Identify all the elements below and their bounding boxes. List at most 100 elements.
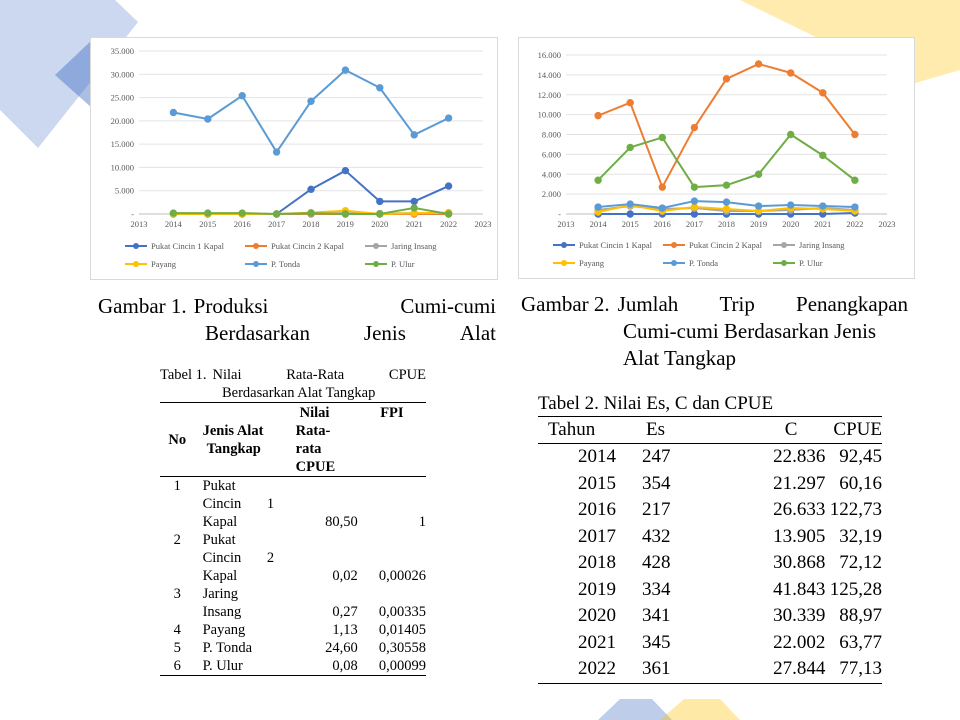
table2-cell-c: 22.836 (773, 446, 826, 468)
legend-label: P. Ulur (391, 259, 415, 269)
data-point (658, 133, 667, 142)
data-point (787, 201, 795, 209)
legend-label: Payang (151, 259, 177, 269)
chart-jumlah-trip-svg: - 2.000 4.000 6.000 8.000 10.000 12.000 14.000 1… (538, 50, 896, 268)
legend-label: Pukat Cincin 2 Kapal (689, 240, 763, 250)
y-tick-label: 25.000 (111, 93, 134, 103)
data-point (787, 130, 795, 139)
table2-row: 2018 428 30.868 72,12 (538, 550, 882, 577)
table2-cell-c: 27.844 (773, 658, 826, 680)
data-point (690, 197, 699, 205)
table2: Tabel 2. Nilai Es, C dan CPUE Tahun Es C… (538, 391, 882, 684)
data-point (204, 115, 212, 123)
table1-cell-no: 1 (173, 478, 181, 494)
table1-caption-word: Nilai (212, 367, 242, 383)
table1-cell-fpi: 0,01405 (378, 622, 426, 638)
table1-cell-nilai: 1,13 (332, 622, 358, 638)
y-tick-label: 8.000 (542, 130, 561, 140)
data-point (626, 98, 634, 107)
table1-cell-jenis: Pukat Cincin 2 Kapal (195, 531, 296, 585)
y-tick-label: 12.000 (538, 90, 561, 100)
table2-cell-cpue: 72,12 (839, 552, 882, 574)
table1-cell-jenis-line: Cincin 1 (202, 496, 275, 512)
legend-marker (671, 242, 677, 248)
table1-cell-jenis: Jaring Insang (195, 585, 296, 621)
x-tick-label: 2013 (558, 219, 575, 229)
chart-produksi: - 5.000 10.000 15.000 20.000 25.000 30.000 35.0… (90, 37, 498, 280)
table2-cell-es: 345 (642, 631, 671, 653)
y-tick-label: - (131, 209, 134, 219)
figure2-caption-line2: Cumi-cumi Berdasarkan Jenis (623, 319, 877, 343)
data-point (272, 210, 281, 218)
legend-label: Payang (579, 258, 605, 268)
table2-cell-tahun: 2017 (578, 525, 617, 547)
table2-cell-es: 217 (642, 499, 671, 521)
data-point (272, 148, 281, 156)
x-tick-label: 2021 (406, 219, 423, 229)
figure1-caption-word: Alat (459, 321, 496, 345)
table2-cell-tahun: 2014 (578, 446, 617, 468)
data-point (851, 130, 859, 139)
y-tick-label: 14.000 (538, 70, 561, 80)
table1-row: 3 Jaring Insang 0,27 0,00335 (160, 585, 426, 621)
data-point (376, 84, 384, 92)
table2-cell-es: 354 (642, 472, 671, 494)
table1-cell-jenis-line: Jaring (202, 586, 239, 602)
table2-header-cpue: CPUE (833, 419, 882, 440)
figure2-caption: Gambar 2. Jumlah Trip Penangkapan Cumi-c… (521, 291, 908, 372)
y-tick-label: - (558, 209, 561, 219)
table2-row: 2015 354 21.297 60,16 (538, 471, 882, 498)
deco-blue-top-left-dark (55, 40, 92, 108)
data-point (376, 197, 384, 206)
x-tick-label: 2020 (371, 219, 388, 229)
figure2-caption-line3: Alat Tangkap (623, 346, 737, 370)
table1-row: 5 P. Tonda 24,60 0,30558 (160, 639, 426, 657)
chart-jumlah-trip: - 2.000 4.000 6.000 8.000 10.000 12.000 14.000 1… (518, 37, 915, 279)
table1-cell-fpi: 0,00099 (378, 658, 426, 674)
y-tick-label: 10.000 (111, 162, 134, 172)
data-point (722, 75, 731, 83)
table1-header-row: No Jenis Alat Tangkap Nilai Rata- rata C… (160, 403, 426, 477)
legend-marker (373, 261, 379, 267)
data-point (169, 108, 178, 117)
legend-marker (133, 261, 139, 267)
y-tick-label: 5.000 (115, 186, 134, 196)
table2-grid: Tahun Es C CPUE 2014 247 22.836 92,45 2015 35… (538, 417, 882, 684)
table2-cell-es: 361 (642, 658, 671, 680)
y-tick-label: 15.000 (111, 139, 134, 149)
table2-header-c: C (784, 419, 798, 440)
table2-cell-tahun: 2020 (578, 605, 617, 627)
data-point (307, 209, 315, 217)
x-tick-label: 2019 (750, 219, 767, 229)
table1-cell-nilai: 80,50 (325, 514, 358, 530)
figure1-caption-label: Gambar 1. (98, 294, 187, 318)
table2-row: 2020 341 30.339 88,97 (538, 603, 882, 630)
data-point (754, 202, 763, 210)
table2-cell-es: 247 (642, 446, 671, 468)
data-point (410, 204, 418, 212)
data-point (169, 209, 178, 217)
table1-header-nilai: Nilai Rata- rata CPUE (296, 403, 358, 477)
table1-cell-nilai: 0,27 (332, 604, 358, 620)
x-tick-label: 2022 (846, 219, 863, 229)
data-point (754, 60, 763, 68)
table1-cell-fpi: 0,00335 (378, 604, 426, 620)
table1-header-nilai-line2: Rata- (295, 423, 331, 439)
table1-cell-nilai: 0,08 (332, 658, 358, 674)
x-tick-label: 2017 (686, 219, 703, 229)
legend-label: Jaring Insang (799, 240, 845, 250)
data-point (787, 69, 795, 77)
table1-cell-nilai: 0,02 (332, 568, 358, 584)
table1-cell-no: 3 (173, 586, 181, 602)
data-point (626, 210, 634, 218)
data-point (341, 166, 350, 175)
data-point (754, 170, 763, 178)
y-tick-label: 4.000 (542, 169, 561, 179)
table1-cell-jenis-line: Pukat (202, 478, 236, 494)
data-point (410, 197, 418, 206)
x-tick-label: 2013 (131, 219, 148, 229)
table1-cell-fpi: 1 (418, 514, 426, 530)
table2-cell-cpue: 122,73 (829, 499, 882, 521)
table1-header-nilai-line3: rata (295, 441, 322, 457)
legend-marker (373, 243, 379, 249)
